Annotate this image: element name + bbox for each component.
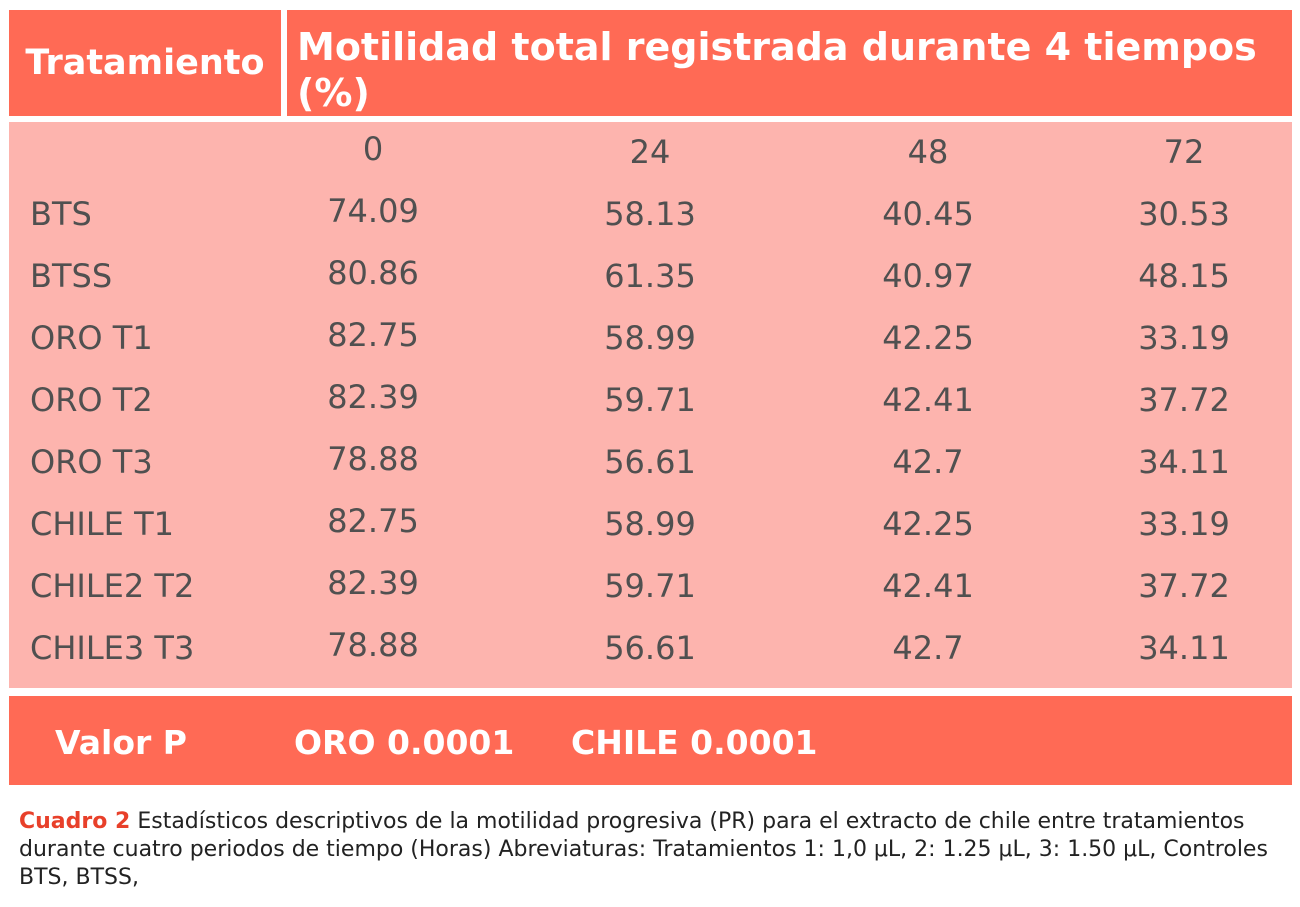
table-cell: 59.71: [604, 381, 696, 419]
table-cell: 42.7: [892, 629, 964, 667]
row-label: CHILE2 T2: [30, 567, 195, 605]
table-cell: 42.41: [882, 381, 974, 419]
chile-p-value: CHILE 0.0001: [571, 723, 818, 762]
table-cell: 48.15: [1138, 257, 1230, 295]
table-cell: 82.75: [327, 316, 419, 354]
column-header-0h: 0: [362, 130, 384, 168]
p-value-label: Valor P: [55, 723, 187, 762]
table-caption: Cuadro 2 Estadísticos descriptivos de la…: [19, 808, 1289, 892]
table-cell: 74.09: [327, 192, 419, 230]
caption-lead: Cuadro 2: [19, 809, 131, 834]
treatment-header-label: Tratamiento: [25, 43, 265, 83]
table-cell: 56.61: [604, 443, 696, 481]
table-cell: 56.61: [604, 629, 696, 667]
table-cell: 59.71: [604, 567, 696, 605]
p-value-bar: Valor P ORO 0.0001 CHILE 0.0001: [9, 696, 1292, 785]
row-label: CHILE3 T3: [30, 629, 195, 667]
table-cell: 78.88: [327, 440, 419, 478]
column-header-48h: 48: [907, 133, 949, 171]
table-cell: 78.88: [327, 626, 419, 664]
caption-text: Estadísticos descriptivos de la motilida…: [19, 809, 1268, 890]
row-label: CHILE T1: [30, 505, 174, 543]
table-cell: 42.41: [882, 567, 974, 605]
table-cell: 82.39: [327, 378, 419, 416]
table-cell: 42.7: [892, 443, 964, 481]
table-cell: 80.86: [327, 254, 419, 292]
row-label: ORO T3: [30, 443, 153, 481]
treatment-header: Tratamiento: [9, 10, 281, 116]
table-cell: 42.25: [882, 505, 974, 543]
table-cell: 82.39: [327, 564, 419, 602]
table-cell: 61.35: [604, 257, 696, 295]
table-cell: 58.99: [604, 505, 696, 543]
table-body: [9, 122, 1292, 688]
table-cell: 40.97: [882, 257, 974, 295]
table-cell: 82.75: [327, 502, 419, 540]
table-cell: 37.72: [1138, 567, 1230, 605]
table-cell: 34.11: [1138, 629, 1230, 667]
table-cell: 34.11: [1138, 443, 1230, 481]
motility-header: Motilidad total registrada durante 4 tie…: [287, 10, 1292, 116]
row-label: BTSS: [30, 257, 113, 295]
column-header-24h: 24: [629, 133, 671, 171]
motility-header-title: Motilidad total registrada durante 4 tie…: [297, 25, 1257, 115]
table-cell: 33.19: [1138, 319, 1230, 357]
table-cell: 40.45: [882, 195, 974, 233]
table-cell: 42.25: [882, 319, 974, 357]
table-cell: 58.99: [604, 319, 696, 357]
row-label: ORO T1: [30, 319, 153, 357]
column-header-72h: 72: [1163, 133, 1205, 171]
table-cell: 33.19: [1138, 505, 1230, 543]
row-label: ORO T2: [30, 381, 153, 419]
row-label: BTS: [30, 195, 92, 233]
oro-p-value: ORO 0.0001: [294, 723, 515, 762]
table-cell: 37.72: [1138, 381, 1230, 419]
table-cell: 30.53: [1138, 195, 1230, 233]
table-cell: 58.13: [604, 195, 696, 233]
